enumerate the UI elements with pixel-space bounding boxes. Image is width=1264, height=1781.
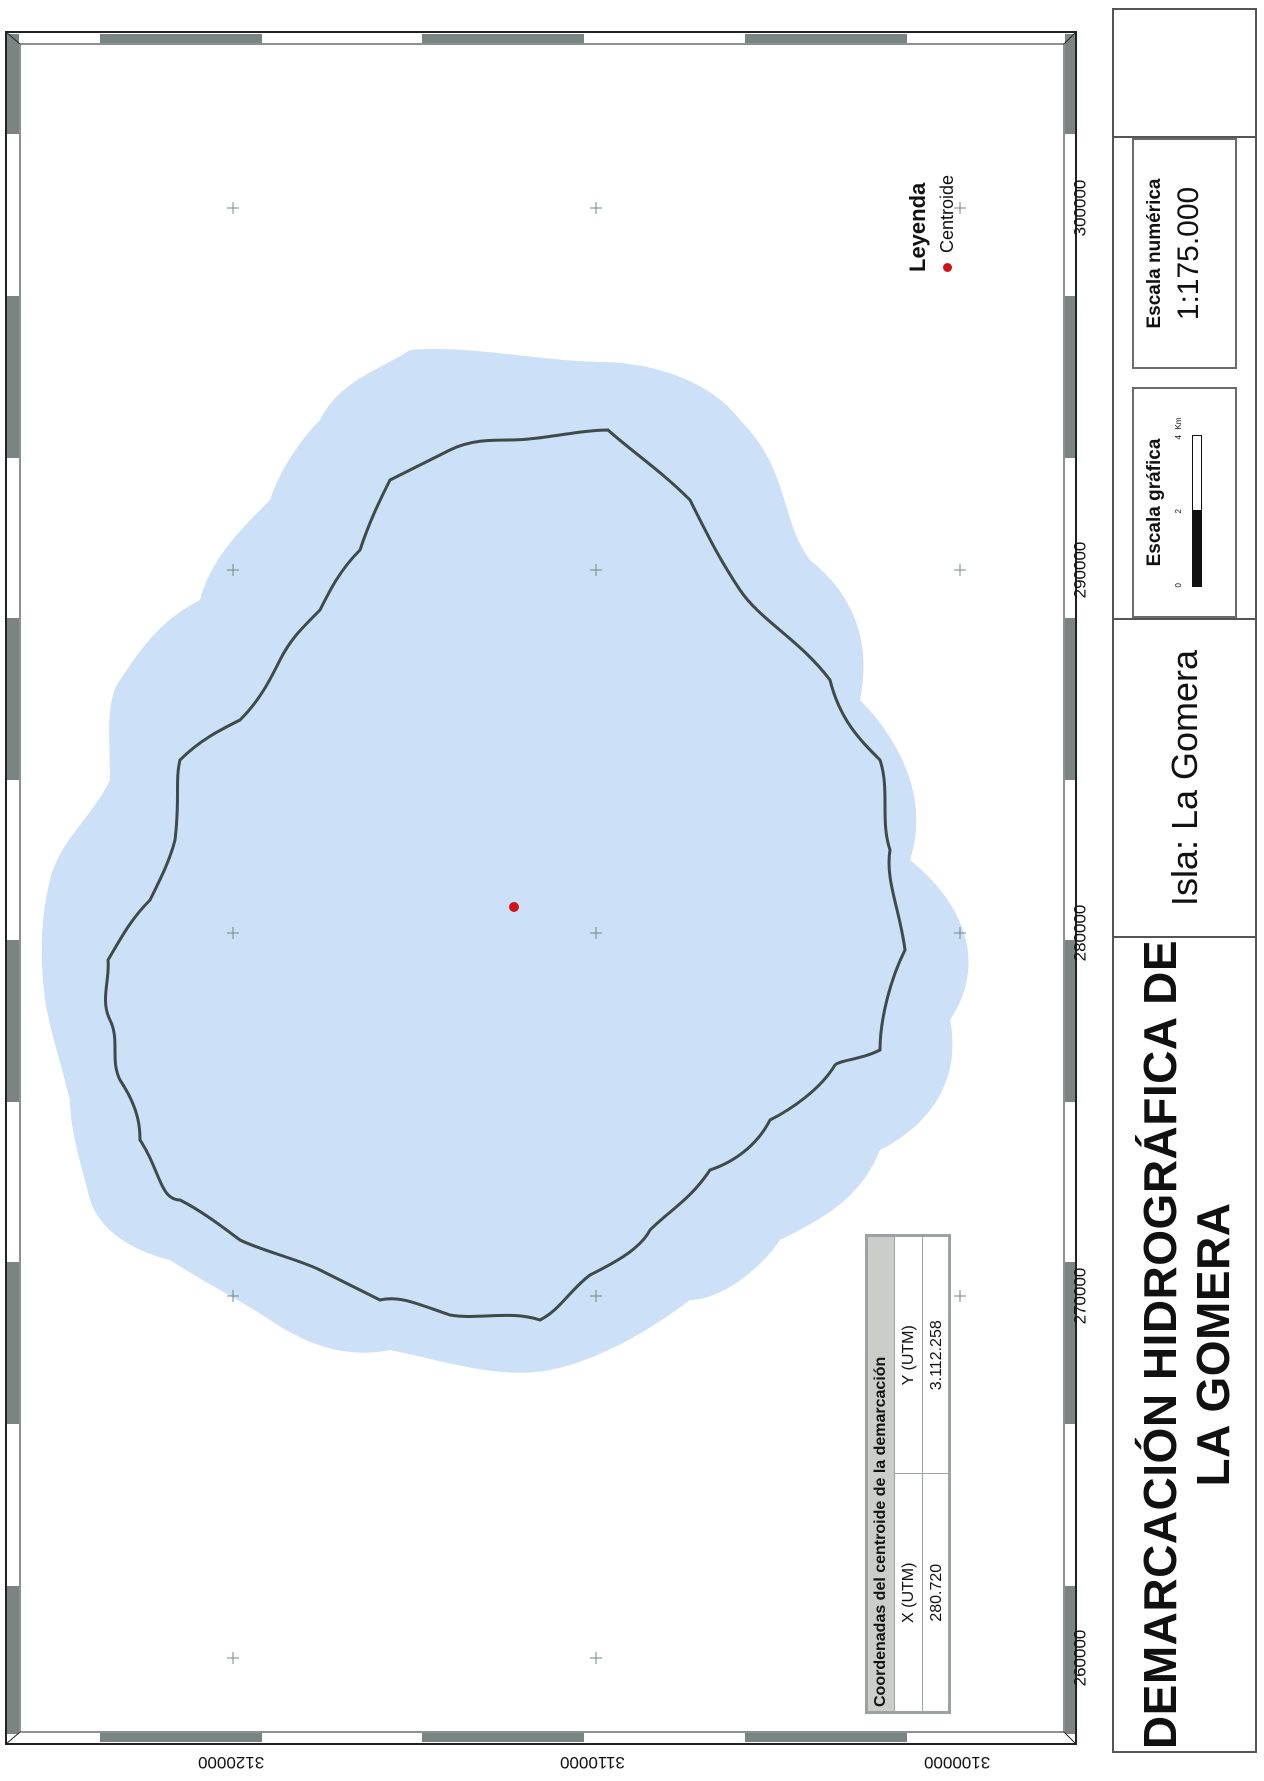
numeric-scale-value: 1:175.000 [1172, 186, 1205, 321]
scale-bar: 0 2 4 Km [1170, 418, 1210, 588]
scale-tick-2: 2 [1174, 509, 1183, 514]
scale-tick-0: 0 [1174, 583, 1183, 588]
value-y: 3.112.258 [923, 1237, 950, 1475]
coastline [103, 428, 907, 1322]
red-dot-icon [943, 263, 952, 272]
header-y: Y (UTM) [895, 1237, 922, 1475]
graphic-scale-label: Escala gráfica [1144, 438, 1165, 567]
centroid-marker[interactable] [509, 902, 519, 912]
graphic-scale-box: Escala gráfica 0 2 4 Km [1132, 387, 1237, 618]
legend-title: Leyenda [905, 182, 930, 272]
scale-tick-4: 4 [1174, 435, 1183, 440]
header-x: X (UTM) [899, 1562, 917, 1623]
scales-section: Escala gráfica 0 2 4 Km Escala numérica … [1114, 136, 1255, 618]
value-x: 280.720 [927, 1563, 945, 1622]
table-header-row: X (UTM) Y (UTM) [894, 1237, 922, 1711]
x-tick-280000: 280000 [1070, 904, 1090, 962]
title-block: DEMARCACIÓN HIDROGRÁFICA DE LA GOMERA Is… [1112, 8, 1257, 1753]
numeric-scale-box: Escala numérica 1:175.000 [1132, 138, 1237, 369]
scale-bar-black-segment [1192, 511, 1202, 588]
y-tick-3100000: 3100000 [924, 1753, 991, 1772]
title-block-empty-cell [1114, 10, 1255, 136]
water-buffer [41, 348, 969, 1373]
y-tick-3110000: 3110000 [560, 1753, 625, 1772]
centroid-coordinates-table: Coordenadas del centroide de la demarcac… [865, 1234, 951, 1714]
legend-entry-label: Centroide [937, 174, 957, 253]
x-tick-300000: 300000 [1070, 179, 1090, 237]
legend: Leyenda Centroide [905, 72, 975, 272]
table-value-row: 280.720 3.112.258 [922, 1237, 950, 1711]
title-line-2: LA GOMERA [1186, 1202, 1239, 1487]
table-title: Coordenadas del centroide de la demarcac… [868, 1237, 894, 1711]
graticule [227, 202, 966, 1664]
frame-bands [7, 34, 1075, 1742]
title-line-1: DEMARCACIÓN HIDROGRÁFICA DE [1133, 939, 1186, 1750]
x-tick-260000: 260000 [1070, 1629, 1090, 1687]
y-tick-3120000: 3120000 [198, 1753, 265, 1772]
x-tick-290000: 290000 [1070, 541, 1090, 599]
scale-bar-white-segment [1192, 435, 1202, 512]
x-tick-270000: 270000 [1070, 1267, 1090, 1325]
map-title: DEMARCACIÓN HIDROGRÁFICA DE LA GOMERA [1114, 936, 1255, 1751]
numeric-scale-label: Escala numérica [1144, 178, 1165, 329]
island-label: Isla: La Gomera [1114, 618, 1255, 936]
legend-entry-centroid: Centroide [937, 72, 958, 272]
scale-unit: Km [1174, 417, 1183, 430]
